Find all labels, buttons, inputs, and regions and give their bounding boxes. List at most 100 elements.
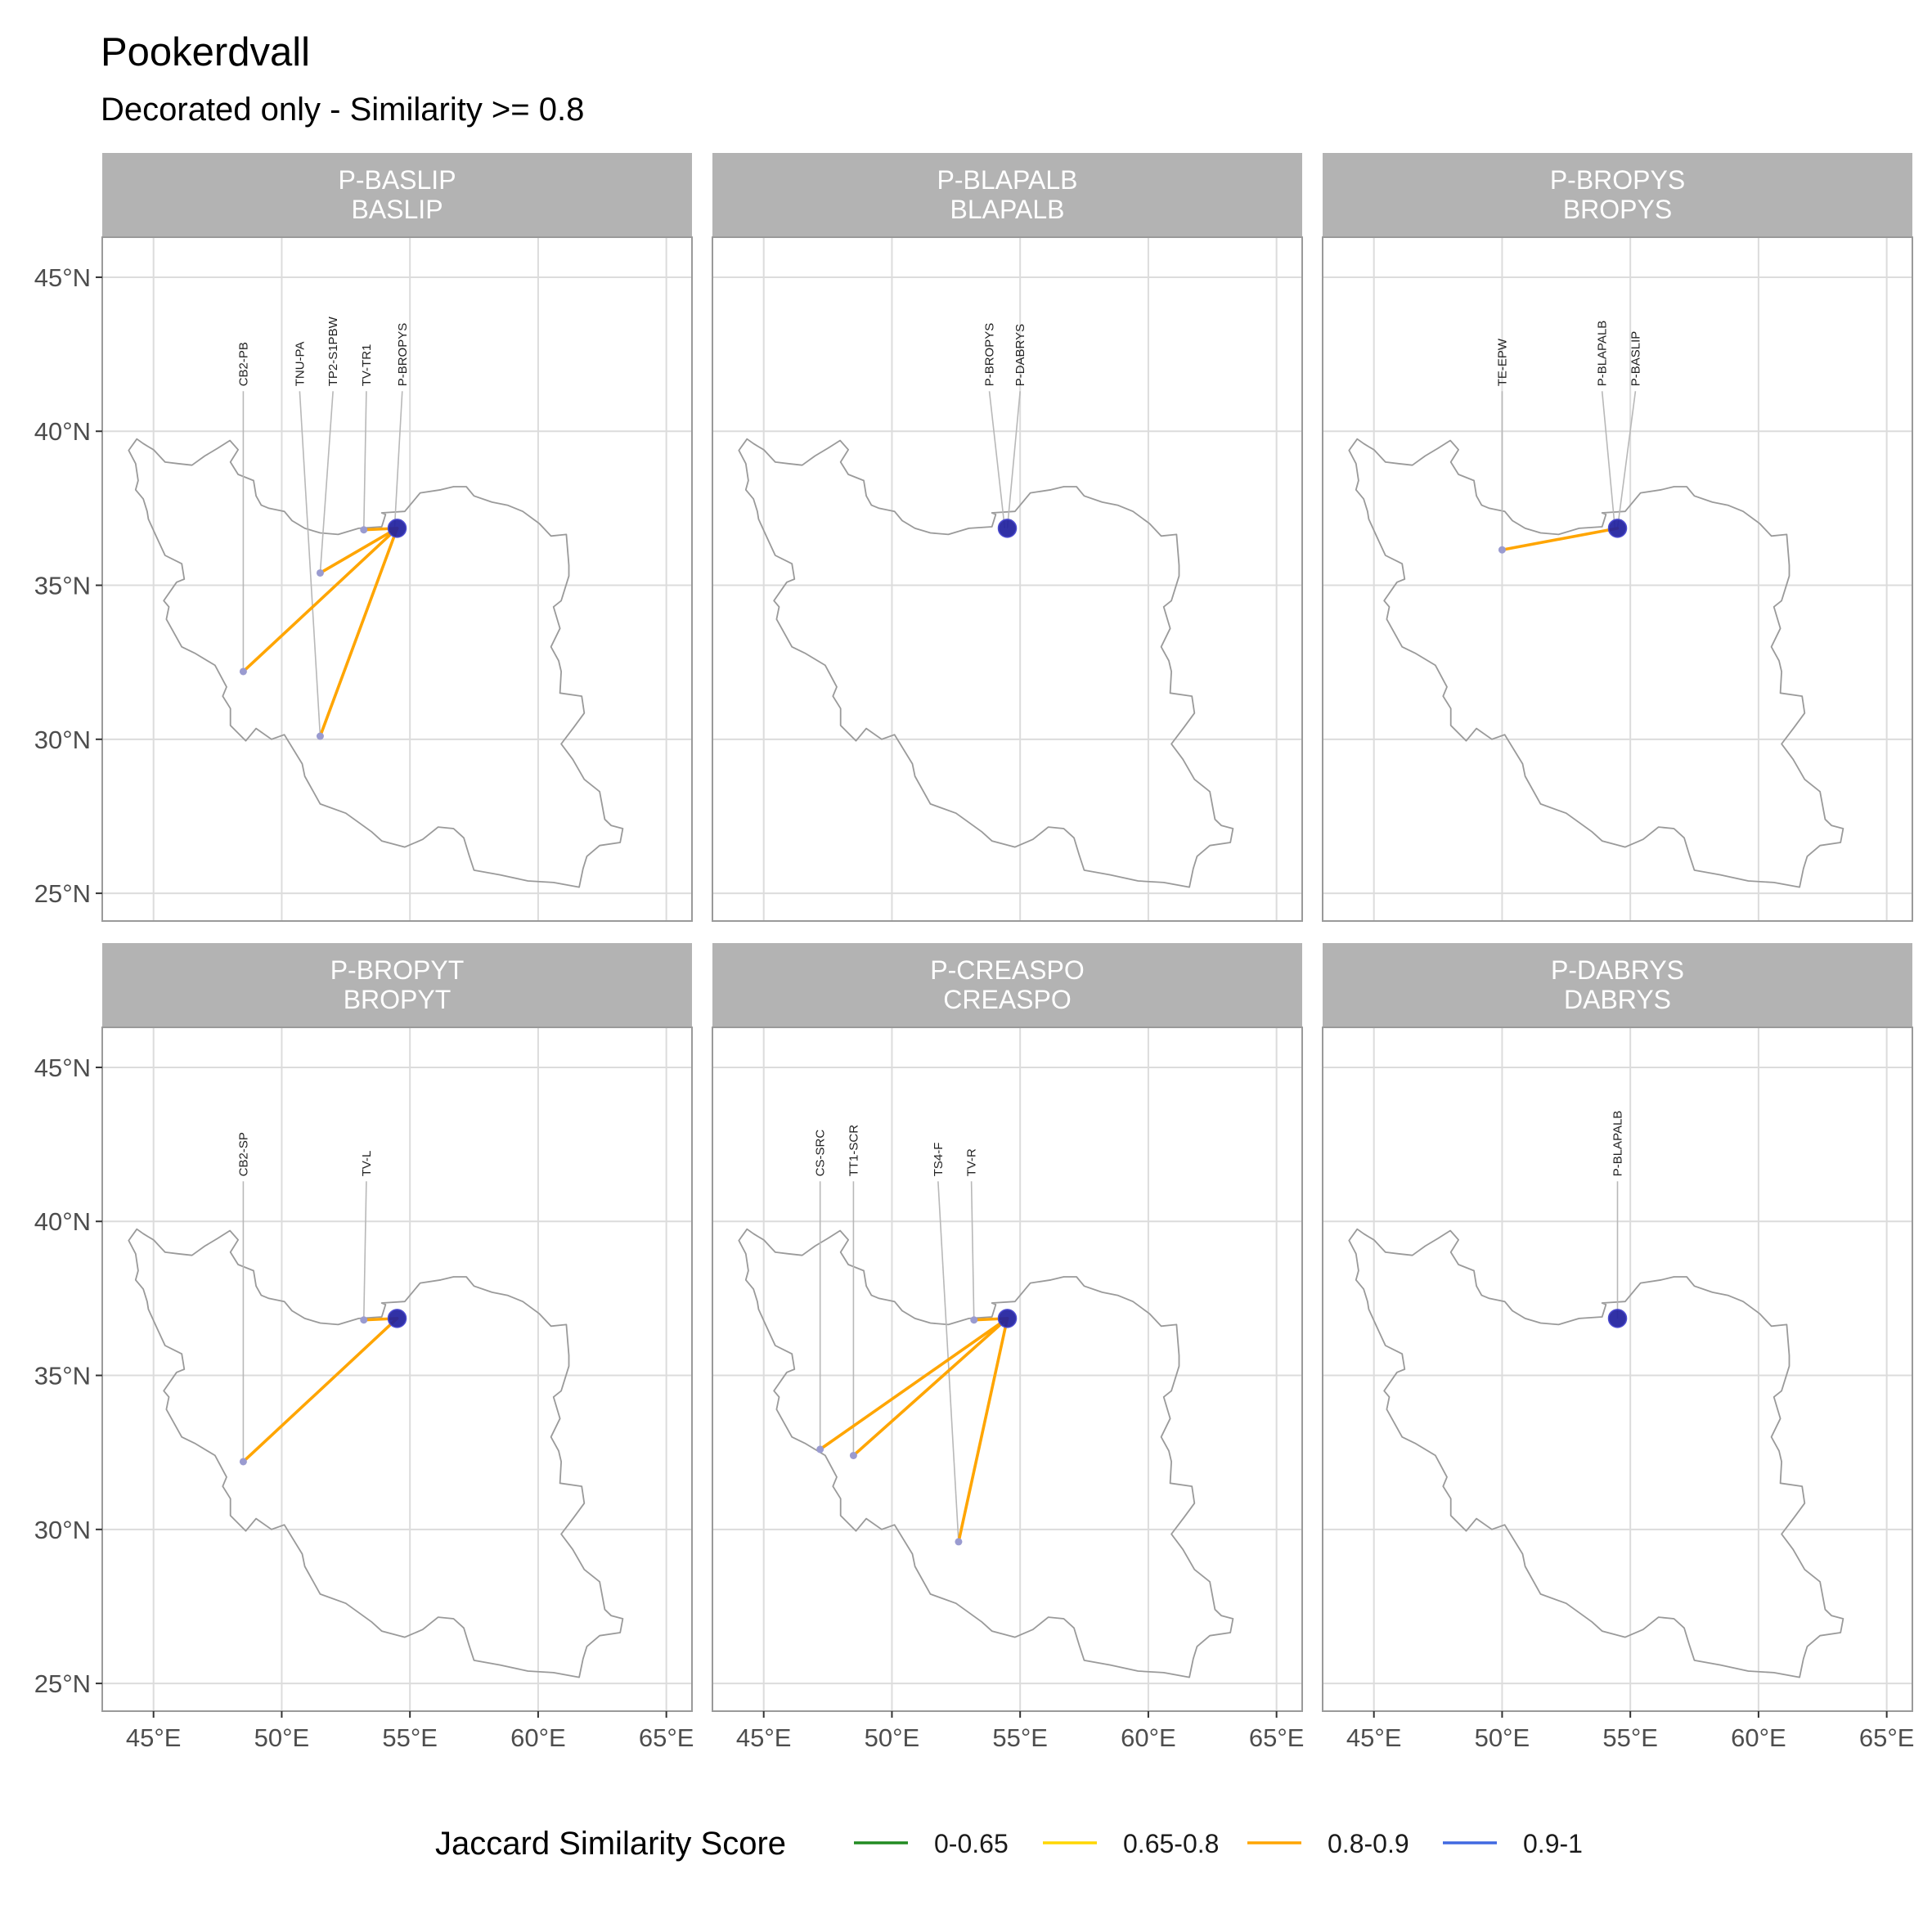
site-point	[360, 526, 368, 534]
site-label: TV-R	[965, 1148, 979, 1176]
site-label: CB2-SP	[236, 1132, 250, 1176]
facet-strip-label: P-BASLIP	[338, 165, 456, 195]
x-tick-label: 50°E	[865, 1723, 920, 1752]
legend-title: Jaccard Similarity Score	[435, 1826, 786, 1862]
facet-strip	[1323, 943, 1912, 1027]
similarity-link	[318, 527, 399, 738]
site-point	[1498, 546, 1506, 554]
panel-content: CS-SRC TT1-SCR TS4-F TV-R	[712, 1027, 1302, 1711]
x-tick-label: 45°E	[126, 1723, 182, 1752]
facet-strip-sublabel: BLAPALB	[950, 195, 1065, 224]
panel-content: CB2-PB TNU-PA TP2-S1PBW TV-TR1 P-BROPYS	[102, 237, 692, 921]
country-outline	[738, 1228, 1234, 1678]
y-tick-label: 25°N	[34, 879, 91, 908]
site-label: TV-L	[360, 1151, 374, 1177]
legend: Jaccard Similarity Score 0-0.65 0.65-0.8 0.…	[435, 1826, 1583, 1862]
x-tick-label: 45°E	[736, 1723, 792, 1752]
facet-strip-sublabel: BASLIP	[351, 195, 443, 224]
label-leader-line	[970, 1181, 975, 1320]
panel-border	[712, 1027, 1303, 1712]
facet-strip-sublabel: DABRYS	[1564, 985, 1671, 1014]
similarity-link	[318, 527, 399, 575]
site-label: P-BLAPALB	[1596, 321, 1610, 387]
site-label: TS4-F	[932, 1143, 946, 1177]
similarity-link	[851, 1317, 1009, 1458]
label-leader-line	[937, 1181, 959, 1542]
label-leader-line	[393, 391, 403, 528]
legend-entry-label: 0-0.65	[934, 1829, 1009, 1858]
country-outline	[1348, 438, 1844, 888]
country-outline	[128, 438, 624, 888]
y-tick-label: 30°N	[34, 1516, 91, 1544]
site-point	[239, 667, 247, 676]
site-label: CB2-PB	[236, 342, 250, 386]
site-label: P-BASLIP	[1629, 331, 1642, 387]
facet-strip-sublabel: CREASPO	[943, 985, 1071, 1014]
site-label: CS-SRC	[814, 1130, 828, 1177]
y-tick-label: 45°N	[34, 1054, 91, 1082]
panel-background	[1323, 1027, 1912, 1711]
site-point	[316, 568, 324, 577]
similarity-link	[241, 527, 399, 673]
similarity-link	[957, 1317, 1009, 1543]
similarity-link	[241, 1317, 399, 1463]
site-point	[816, 1445, 824, 1453]
site-point	[316, 732, 324, 740]
label-leader-line	[1616, 391, 1637, 528]
country-outline	[1348, 1228, 1844, 1678]
panel-border	[1322, 1027, 1913, 1712]
panel-background	[712, 237, 1302, 921]
site-label: P-BROPYS	[983, 323, 997, 387]
label-leader-line	[362, 391, 367, 530]
focal-site-point	[387, 519, 407, 538]
legend-entry-label: 0.9-1	[1523, 1829, 1583, 1858]
site-label: P-BROPYS	[396, 323, 410, 387]
x-tick-label: 45°E	[1346, 1723, 1402, 1752]
legend-entry-label: 0.8-0.9	[1328, 1829, 1409, 1858]
facet-strip-label: P-DABRYS	[1551, 955, 1684, 985]
x-tick-label: 60°E	[1731, 1723, 1786, 1752]
site-label: TE-EPW	[1495, 338, 1509, 386]
chart-title: Pookerdvall	[101, 30, 311, 74]
panel-border	[101, 1027, 693, 1712]
y-tick-label: 30°N	[34, 726, 91, 754]
panel-background	[712, 1027, 1302, 1711]
label-leader-line	[319, 391, 334, 573]
panel-background	[1323, 237, 1912, 921]
focal-site-point	[1607, 1309, 1628, 1328]
x-tick-label: 50°E	[254, 1723, 310, 1752]
facet-strip-label: P-CREASPO	[930, 955, 1084, 985]
y-tick-label: 45°N	[34, 263, 91, 292]
facet-strip-sublabel: BROPYT	[344, 985, 452, 1014]
x-tick-label: 50°E	[1475, 1723, 1530, 1752]
facet-strip	[712, 943, 1302, 1027]
panel-border	[101, 236, 693, 922]
site-label: P-BLAPALB	[1611, 1111, 1625, 1177]
facet-strip	[712, 153, 1302, 237]
site-label: TNU-PA	[293, 342, 307, 387]
label-leader-line	[1601, 391, 1616, 528]
y-tick-label: 35°N	[34, 1362, 91, 1391]
site-point	[360, 1316, 368, 1324]
facet-strip-sublabel: BROPYS	[1563, 195, 1672, 224]
panel-background	[102, 1027, 692, 1711]
label-leader-line	[1006, 391, 1021, 528]
label-leader-line	[362, 1181, 367, 1320]
facet-strip	[1323, 153, 1912, 237]
x-tick-label: 60°E	[1121, 1723, 1176, 1752]
x-tick-label: 65°E	[639, 1723, 694, 1752]
facet-strip	[102, 943, 692, 1027]
focal-site-point	[997, 519, 1018, 538]
legend-entry-label: 0.65-0.8	[1123, 1829, 1219, 1858]
country-outline	[128, 1228, 624, 1678]
facet-strip	[102, 153, 692, 237]
x-tick-label: 55°E	[382, 1723, 438, 1752]
site-point	[239, 1458, 247, 1466]
similarity-link	[1500, 527, 1620, 552]
site-point	[849, 1451, 857, 1459]
